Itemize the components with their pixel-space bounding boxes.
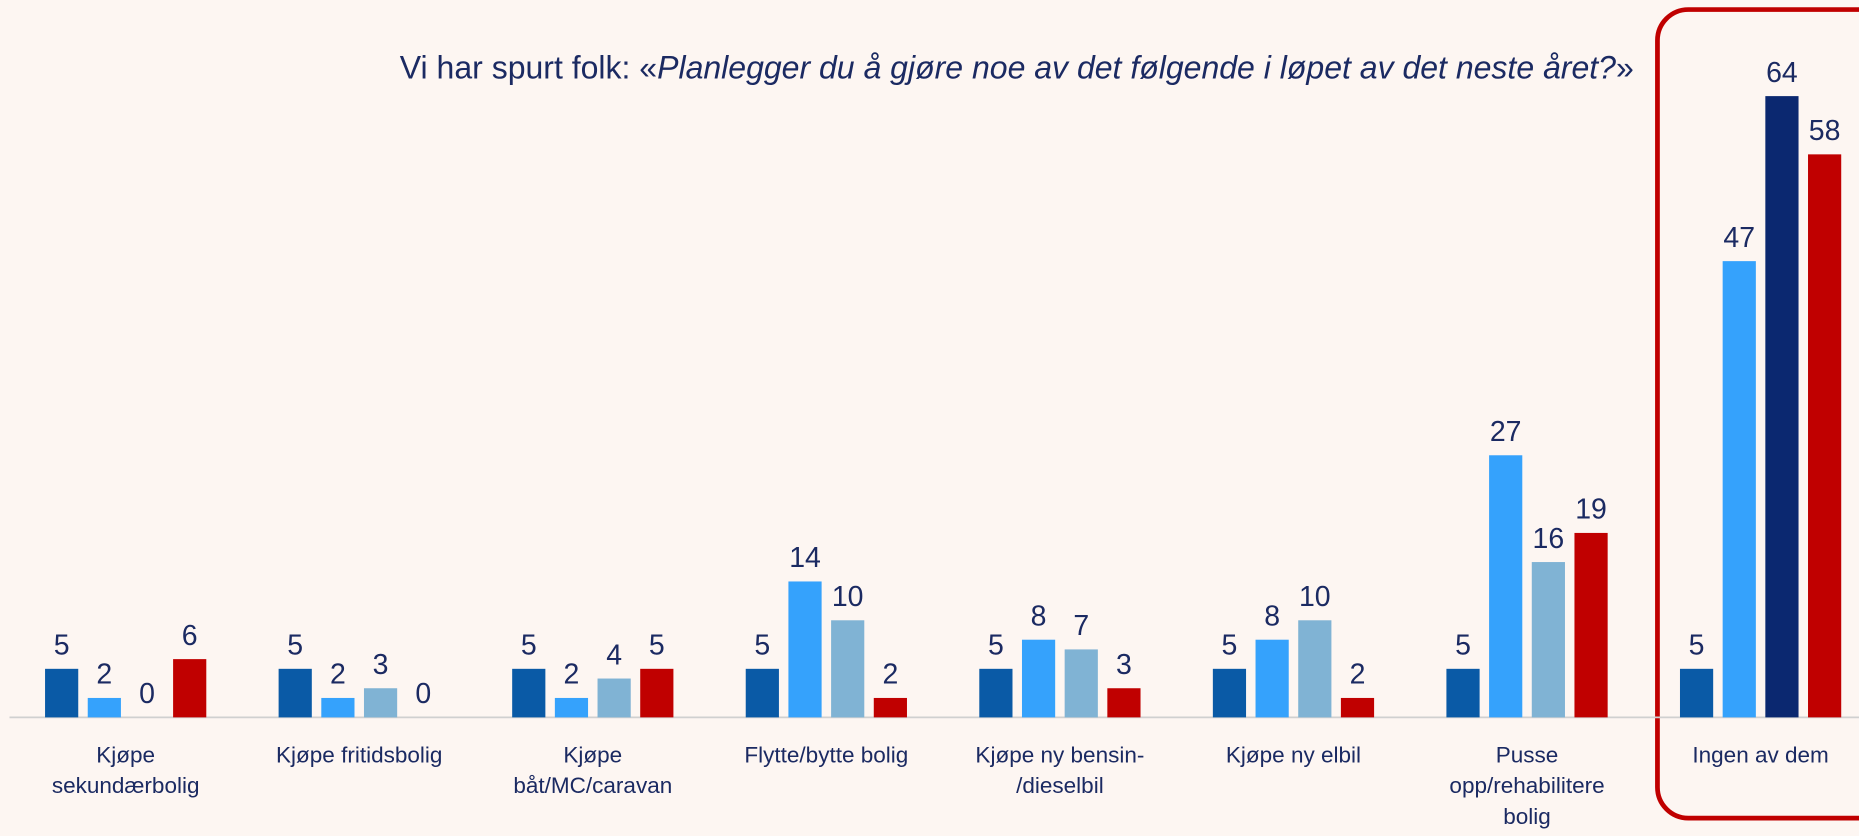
value-label: 2	[564, 659, 580, 691]
bar	[278, 668, 312, 718]
value-label: 47	[1723, 222, 1755, 254]
bar	[597, 678, 631, 718]
value-label: 7	[1073, 610, 1089, 642]
bar	[1722, 261, 1756, 718]
bar	[1808, 154, 1842, 718]
value-label: 2	[882, 659, 898, 691]
title-part: Planlegger du å gjøre noe av det følgend…	[657, 49, 1616, 85]
bar	[1064, 649, 1098, 718]
bar	[554, 697, 589, 718]
bar	[1531, 562, 1565, 718]
value-label: 5	[649, 630, 665, 662]
value-label: 2	[1350, 659, 1366, 691]
bar	[173, 659, 207, 718]
bar	[1212, 668, 1247, 718]
value-label: 5	[1689, 630, 1705, 662]
value-label: 2	[330, 659, 346, 691]
x-tick-label: Kjøpe sekundærbolig	[52, 742, 200, 798]
x-tick-label: Ingen av dem	[1692, 742, 1828, 767]
title-part: Vi har spurt folk: «	[400, 49, 657, 85]
bar	[1021, 639, 1056, 718]
value-label: 58	[1809, 115, 1841, 147]
x-tick-label: Pusse opp/rehabilitere bolig	[1449, 742, 1604, 829]
bar	[831, 620, 865, 718]
value-label: 5	[1222, 630, 1238, 662]
value-label: 3	[1116, 649, 1132, 681]
value-label: 8	[1031, 600, 1047, 632]
bar	[1765, 96, 1799, 718]
bar	[45, 668, 79, 718]
x-tick-label: Kjøpe ny elbil	[1226, 742, 1361, 767]
bar	[512, 668, 546, 718]
x-tick-label: Kjøpe ny bensin-/dieselbil	[975, 742, 1144, 798]
value-label: 8	[1264, 600, 1280, 632]
value-label: 5	[287, 630, 303, 662]
bar	[1340, 697, 1375, 718]
chart-title: Vi har spurt folk: «Planlegger du å gjør…	[400, 49, 1634, 85]
value-label: 5	[521, 630, 537, 662]
value-label: 0	[415, 678, 431, 710]
value-label: 6	[182, 620, 198, 652]
value-label: 19	[1575, 494, 1607, 526]
value-label: 3	[373, 649, 389, 681]
bar	[1107, 688, 1141, 718]
value-label: 0	[139, 678, 155, 710]
bar	[321, 697, 355, 718]
bar	[979, 668, 1013, 718]
title-part: »	[1616, 49, 1634, 85]
value-label: 5	[754, 630, 770, 662]
bar	[1298, 620, 1332, 718]
bar	[788, 581, 822, 718]
bar	[1446, 668, 1480, 718]
bar	[1679, 668, 1714, 718]
x-tick-label: Kjøpe fritidsbolig	[276, 742, 442, 767]
value-label: 64	[1766, 57, 1798, 89]
x-tick-label: Flytte/bytte bolig	[744, 742, 908, 767]
value-label: 2	[96, 659, 112, 691]
bar	[1255, 639, 1289, 718]
value-label: 10	[1299, 581, 1331, 613]
bar	[640, 668, 674, 718]
bar	[1574, 532, 1608, 718]
bar	[745, 668, 779, 718]
value-label: 10	[832, 581, 864, 613]
value-label: 5	[54, 630, 70, 662]
value-label: 5	[1455, 630, 1471, 662]
highlight-box	[1655, 7, 1859, 821]
value-label: 5	[988, 630, 1004, 662]
x-tick-label: Kjøpe båt/MC/caravan	[513, 742, 672, 798]
value-label: 4	[606, 639, 622, 671]
value-label: 27	[1490, 416, 1522, 448]
value-label: 16	[1533, 523, 1565, 555]
bar	[873, 697, 907, 718]
value-label: 14	[789, 542, 821, 574]
bar	[87, 697, 121, 718]
bar	[1489, 455, 1523, 718]
bar	[363, 688, 398, 718]
